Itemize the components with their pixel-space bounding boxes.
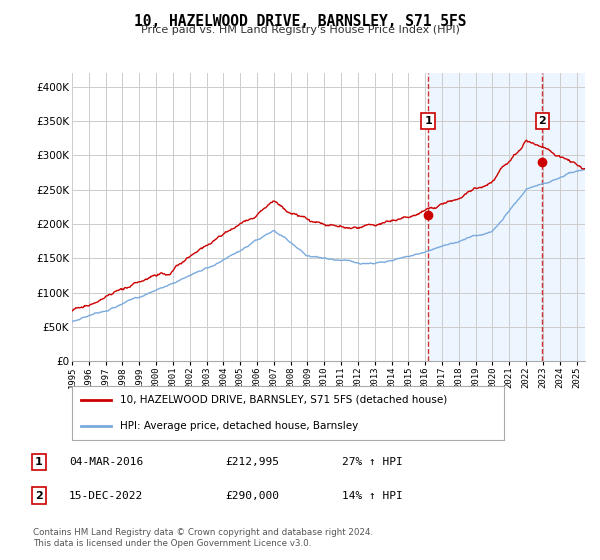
Text: 1: 1: [35, 457, 43, 467]
Text: 04-MAR-2016: 04-MAR-2016: [69, 457, 143, 467]
Text: 2: 2: [538, 116, 546, 126]
Text: Contains HM Land Registry data © Crown copyright and database right 2024.
This d: Contains HM Land Registry data © Crown c…: [33, 528, 373, 548]
Text: 27% ↑ HPI: 27% ↑ HPI: [342, 457, 403, 467]
Text: £212,995: £212,995: [225, 457, 279, 467]
Bar: [428, 73, 600, 361]
Text: 2: 2: [35, 491, 43, 501]
Text: 10, HAZELWOOD DRIVE, BARNSLEY, S71 5FS (detached house): 10, HAZELWOOD DRIVE, BARNSLEY, S71 5FS (…: [119, 395, 447, 405]
Text: HPI: Average price, detached house, Barnsley: HPI: Average price, detached house, Barn…: [119, 421, 358, 431]
Text: 14% ↑ HPI: 14% ↑ HPI: [342, 491, 403, 501]
Text: 10, HAZELWOOD DRIVE, BARNSLEY, S71 5FS: 10, HAZELWOOD DRIVE, BARNSLEY, S71 5FS: [134, 14, 466, 29]
Text: 15-DEC-2022: 15-DEC-2022: [69, 491, 143, 501]
Text: Price paid vs. HM Land Registry's House Price Index (HPI): Price paid vs. HM Land Registry's House …: [140, 25, 460, 35]
Text: 1: 1: [424, 116, 432, 126]
Text: £290,000: £290,000: [225, 491, 279, 501]
